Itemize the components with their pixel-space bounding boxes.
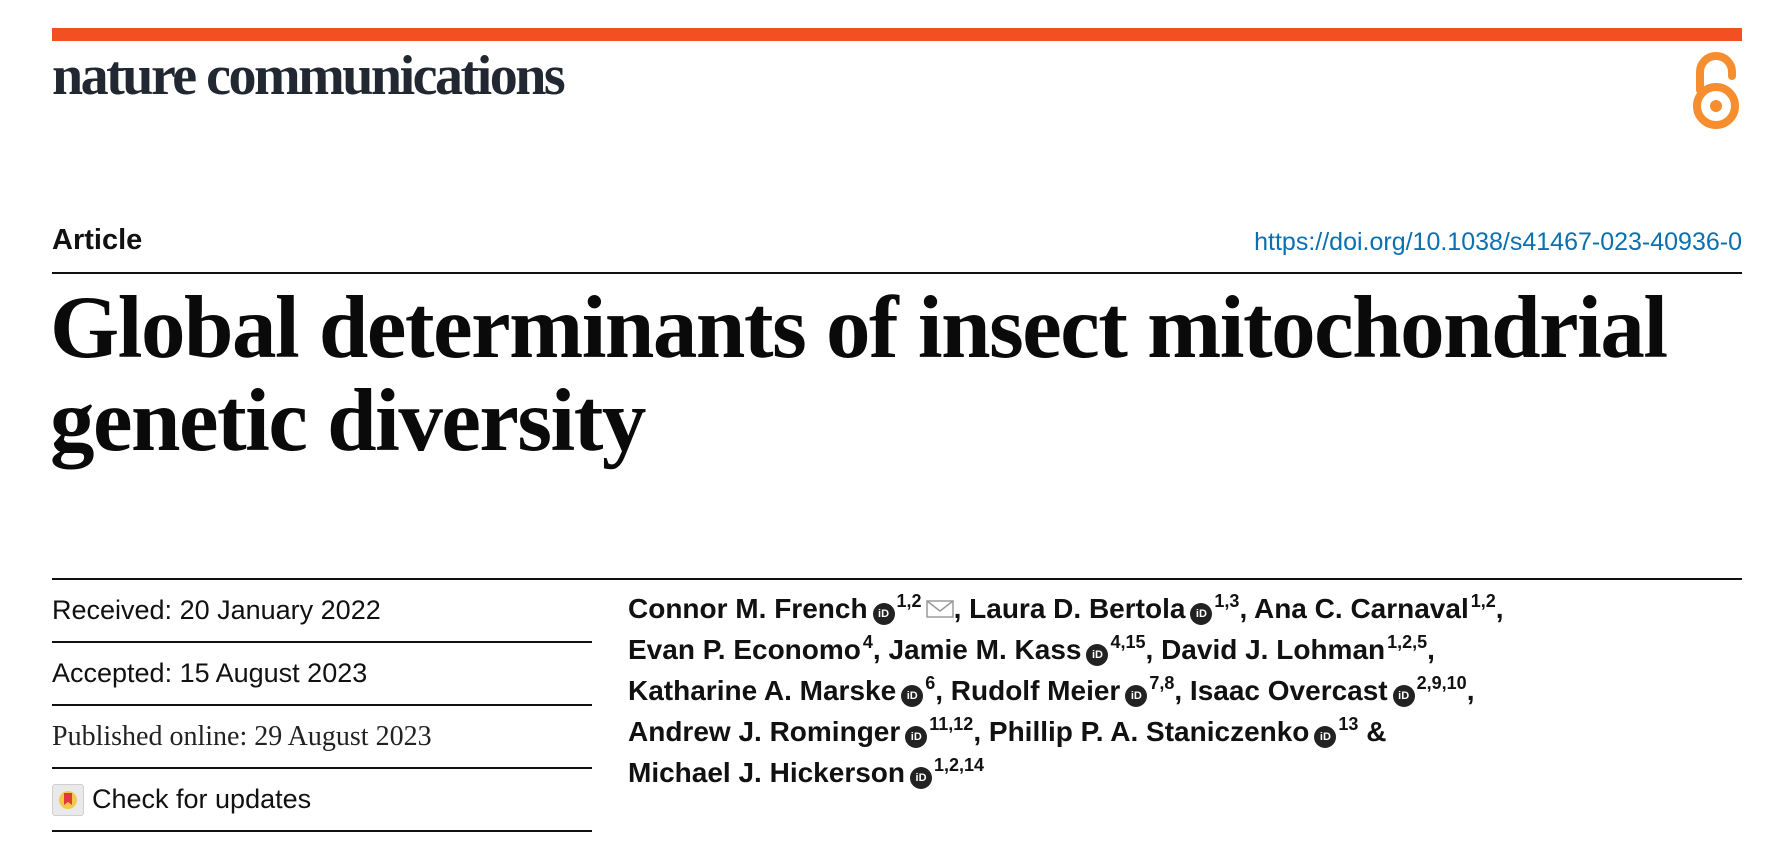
- orcid-icon[interactable]: iD: [1125, 685, 1148, 707]
- check-updates-label: Check for updates: [92, 784, 312, 814]
- orcid-icon[interactable]: iD: [1392, 685, 1415, 707]
- author-affiliation: 11,12: [929, 714, 974, 734]
- author-item[interactable]: Rudolf Meier iD7,8: [950, 673, 1175, 707]
- author-name[interactable]: Ana C. Carnaval: [1253, 593, 1469, 624]
- author-item[interactable]: Katharine A. Marske iD6: [628, 673, 936, 707]
- orcid-icon[interactable]: iD: [1190, 603, 1213, 625]
- journal-name: nature communications: [52, 45, 566, 107]
- author-affiliation: 1,2,14: [934, 755, 985, 775]
- author-list: Connor M. French iD1,2, Laura D. Bertola i…: [628, 588, 1628, 793]
- author-separator: ,: [973, 716, 989, 747]
- author-item[interactable]: Laura D. Bertola iD1,3: [969, 591, 1240, 625]
- check-updates-icon: [52, 783, 84, 816]
- author-item[interactable]: Connor M. French iD1,2: [628, 591, 954, 625]
- author-separator: ,: [1239, 593, 1254, 624]
- author-name[interactable]: Michael J. Hickerson: [628, 757, 906, 788]
- author-separator: ,: [1174, 675, 1190, 706]
- author-separator: ,: [1495, 593, 1504, 624]
- author-item[interactable]: Evan P. Economo 4: [628, 632, 873, 665]
- received-date: Received: 20 January 2022: [52, 580, 592, 643]
- author-separator: ,: [1427, 634, 1435, 665]
- author-item[interactable]: Isaac Overcast iD2,9,10: [1189, 673, 1467, 707]
- title-line-2: genetic diversity: [50, 372, 646, 470]
- check-updates-button[interactable]: Check for updates: [52, 769, 592, 832]
- author-item[interactable]: David J. Lohman 1,2,5: [1161, 632, 1428, 665]
- orcid-icon[interactable]: iD: [872, 603, 895, 625]
- author-name[interactable]: Phillip P. A. Staniczenko: [988, 716, 1310, 747]
- author-affiliation: 1,3: [1214, 591, 1240, 611]
- author-separator: ,: [935, 675, 951, 706]
- author-name[interactable]: Evan P. Economo: [628, 634, 861, 665]
- orcid-icon[interactable]: iD: [905, 726, 928, 748]
- author-name[interactable]: Jamie M. Kass: [888, 634, 1082, 665]
- author-separator: ,: [1145, 634, 1162, 665]
- author-affiliation: 13: [1338, 714, 1359, 734]
- author-item[interactable]: Michael J. Hickerson iD1,2,14: [628, 755, 985, 789]
- meta-divider: [52, 578, 1742, 580]
- article-dates: Received: 20 January 2022 Accepted: 15 A…: [52, 580, 592, 832]
- author-affiliation: 6: [925, 673, 936, 693]
- author-affiliation: 1,2: [1470, 591, 1496, 611]
- author-name[interactable]: Andrew J. Rominger: [628, 716, 901, 747]
- author-affiliation: 4,15: [1110, 632, 1146, 652]
- orcid-icon[interactable]: iD: [901, 685, 924, 707]
- header-divider: [52, 272, 1742, 274]
- orcid-icon[interactable]: iD: [1086, 644, 1109, 666]
- accepted-date: Accepted: 15 August 2023: [52, 643, 592, 706]
- author-affiliation: 7,8: [1149, 673, 1175, 693]
- doi-link[interactable]: https://doi.org/10.1038/s41467-023-40936…: [1254, 228, 1742, 256]
- author-item[interactable]: Ana C. Carnaval 1,2: [1253, 591, 1496, 624]
- author-name[interactable]: Isaac Overcast: [1189, 675, 1388, 706]
- article-title: Global determinants of insect mitochondr…: [50, 282, 1750, 468]
- brand-bar: [52, 28, 1742, 41]
- author-name[interactable]: Connor M. French: [628, 593, 868, 624]
- author-affiliation: 1,2: [896, 591, 922, 611]
- author-name[interactable]: Rudolf Meier: [950, 675, 1121, 706]
- title-line-1: Global determinants of insect mitochondr…: [50, 279, 1668, 377]
- orcid-icon[interactable]: iD: [910, 767, 933, 789]
- author-name[interactable]: Laura D. Bertola: [969, 593, 1186, 624]
- author-affiliation: 1,2,5: [1387, 632, 1428, 652]
- open-access-lock-icon: [1693, 52, 1739, 129]
- author-affiliation: 2,9,10: [1416, 673, 1467, 693]
- article-type: Article: [52, 224, 143, 256]
- published-date: Published online: 29 August 2023: [52, 706, 592, 769]
- author-item[interactable]: Andrew J. Rominger iD11,12: [628, 714, 974, 748]
- author-item[interactable]: Phillip P. A. Staniczenko iD13: [988, 714, 1359, 748]
- author-name[interactable]: Katharine A. Marske: [628, 675, 897, 706]
- author-name[interactable]: David J. Lohman: [1161, 634, 1386, 665]
- author-separator: &: [1358, 716, 1387, 747]
- mail-icon[interactable]: [925, 600, 954, 618]
- author-item[interactable]: Jamie M. Kass iD4,15: [888, 632, 1146, 666]
- author-affiliation: 4: [862, 632, 873, 652]
- author-separator: ,: [872, 634, 889, 665]
- author-separator: ,: [1466, 675, 1475, 706]
- author-separator: ,: [953, 593, 970, 624]
- orcid-icon[interactable]: iD: [1314, 726, 1337, 748]
